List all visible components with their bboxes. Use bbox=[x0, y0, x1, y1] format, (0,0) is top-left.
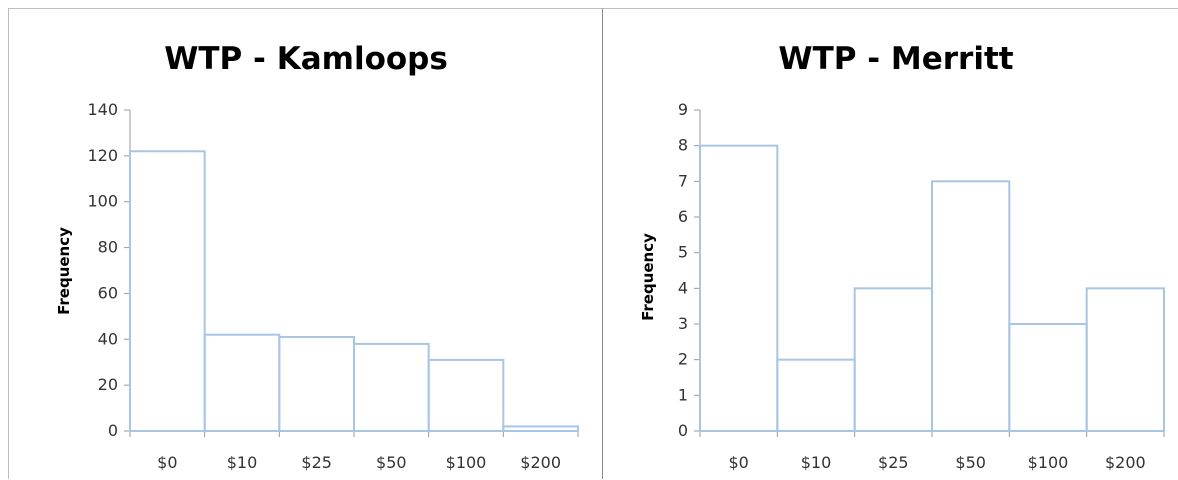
y-tick-label: 5 bbox=[678, 243, 688, 262]
x-tick-label: $100 bbox=[1028, 453, 1069, 472]
y-tick-label: 3 bbox=[678, 314, 688, 333]
histogram-merritt: WTP - Merritt Frequency 0 1 2 3 4 5 6 7 8 9 $0 $10 $… bbox=[639, 41, 1165, 472]
histogram-kamloops: WTP - Kamloops Frequency 0 20 40 60 80 100 120… bbox=[55, 41, 580, 472]
histogram-bar bbox=[278, 335, 356, 432]
x-tick-label: $25 bbox=[301, 453, 332, 472]
histogram-bar bbox=[203, 333, 281, 433]
y-axis-label: Frequency bbox=[639, 233, 657, 321]
y-tick-label: 140 bbox=[87, 100, 118, 119]
y-tick-label: 6 bbox=[678, 207, 688, 226]
y-tick-label: 0 bbox=[678, 421, 688, 440]
y-tick-label: 40 bbox=[98, 329, 118, 348]
y-axis-label: Frequency bbox=[55, 227, 73, 315]
histogram-bar bbox=[427, 358, 505, 432]
histogram-bar bbox=[1085, 287, 1165, 433]
y-tick-label: 120 bbox=[87, 146, 118, 165]
y-tick-label: 7 bbox=[678, 171, 688, 190]
chart-panel-kamloops: WTP - Kamloops Frequency 0 20 40 60 80 100 120… bbox=[8, 8, 603, 479]
y-tick-label: 8 bbox=[678, 136, 688, 155]
chart-panel-merritt: WTP - Merritt Frequency 0 1 2 3 4 5 6 7 8 9 $0 $10 $… bbox=[603, 8, 1178, 479]
y-tick-label: 80 bbox=[98, 238, 118, 257]
x-tick-label: $100 bbox=[446, 453, 487, 472]
y-tick-label: 1 bbox=[678, 385, 688, 404]
x-tick-label: $200 bbox=[520, 453, 561, 472]
x-tick-label: $0 bbox=[728, 453, 748, 472]
x-tick-label: $200 bbox=[1105, 453, 1146, 472]
histogram-bar bbox=[129, 150, 206, 432]
histogram-bar bbox=[931, 180, 1011, 432]
y-tick-label: 20 bbox=[98, 375, 118, 394]
y-tick-label: 4 bbox=[678, 278, 688, 297]
histogram-bar bbox=[353, 342, 430, 432]
histogram-bar bbox=[776, 358, 856, 432]
x-tick-label: $10 bbox=[227, 453, 258, 472]
chart-title: WTP - Merritt bbox=[778, 41, 1013, 77]
x-tick-label: $50 bbox=[955, 453, 986, 472]
y-tick-label: 100 bbox=[87, 192, 118, 211]
x-tick-label: $10 bbox=[801, 453, 832, 472]
histogram-bar bbox=[1008, 323, 1088, 432]
y-tick-label: 2 bbox=[678, 350, 688, 369]
histogram-bar bbox=[699, 144, 779, 433]
chart-title: WTP - Kamloops bbox=[164, 41, 448, 77]
histogram-bar bbox=[502, 425, 580, 432]
y-tick-label: 60 bbox=[98, 283, 118, 302]
y-tick-label: 0 bbox=[108, 421, 118, 440]
y-tick-label: 9 bbox=[678, 100, 688, 119]
x-tick-label: $50 bbox=[376, 453, 407, 472]
histogram-bar bbox=[853, 287, 934, 433]
x-tick-label: $25 bbox=[878, 453, 909, 472]
x-tick-label: $0 bbox=[157, 453, 177, 472]
